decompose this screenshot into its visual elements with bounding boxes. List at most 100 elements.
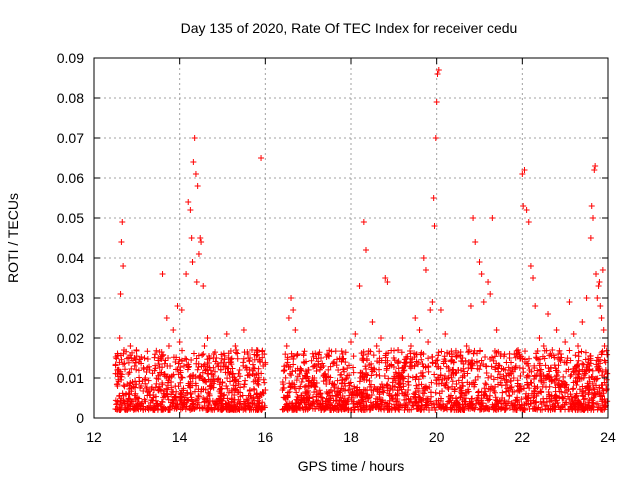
roti-band-point [388, 393, 395, 400]
roti-band-point [557, 383, 564, 390]
roti-band-point [474, 365, 481, 372]
roti-band-point [540, 399, 547, 406]
roti-band-point [235, 370, 242, 377]
roti-band-point [252, 377, 259, 384]
roti-data-point [253, 347, 260, 353]
roti-band-point [492, 394, 499, 401]
roti-band-point [350, 404, 357, 411]
roti-band-point [145, 406, 152, 413]
roti-band-point [360, 406, 367, 413]
roti-band-point [254, 397, 261, 404]
roti-band-point [133, 381, 140, 388]
roti-band-point [575, 357, 582, 364]
y-tick-label: 0.05 [57, 210, 84, 226]
roti-data-point [155, 355, 162, 361]
roti-band-point [191, 388, 198, 395]
roti-band-point [592, 391, 599, 398]
roti-band-point [539, 383, 546, 390]
roti-band-point [212, 368, 219, 375]
roti-data-point [476, 259, 483, 265]
roti-band-point [310, 363, 317, 370]
roti-data-point [348, 339, 354, 345]
roti-data-point [540, 343, 547, 349]
roti-band-point [584, 361, 591, 368]
roti-band-point [213, 400, 219, 407]
roti-band-point [319, 394, 326, 401]
roti-band-point [312, 350, 319, 357]
roti-band-point [453, 395, 460, 402]
roti-band-point [399, 369, 406, 376]
roti-band-point [175, 360, 182, 367]
roti-band-point [451, 400, 458, 407]
roti-band-point [438, 380, 445, 387]
roti-data-point [115, 367, 122, 373]
roti-band-point [573, 382, 580, 389]
roti-data-point [412, 315, 419, 321]
roti-band-point [505, 364, 512, 371]
roti-band-point [333, 356, 340, 363]
roti-band-point [143, 368, 150, 375]
roti-band-point [311, 383, 318, 390]
roti-data-point [249, 371, 256, 377]
roti-band-point [134, 405, 141, 412]
roti-band-point [177, 364, 184, 371]
roti-band-point [384, 405, 391, 412]
roti-band-point [161, 360, 168, 367]
roti-band-point [260, 376, 267, 383]
roti-band-point [601, 379, 608, 386]
roti-band-point [545, 405, 552, 412]
roti-band-point [290, 355, 297, 362]
roti-band-point [218, 351, 225, 358]
roti-band-point [573, 362, 580, 369]
roti-band-point [360, 357, 367, 364]
roti-band-point [191, 405, 198, 412]
roti-data-point [566, 299, 573, 305]
roti-band-point [460, 365, 467, 372]
roti-band-point [405, 378, 412, 385]
roti-band-point [235, 380, 242, 387]
roti-band-point [448, 374, 455, 381]
roti-band-point [535, 404, 542, 411]
y-tick-label: 0.04 [57, 250, 84, 266]
roti-band-point [121, 383, 128, 390]
roti-band-point [141, 355, 148, 362]
roti-band-point [373, 404, 380, 411]
roti-band-point [462, 398, 469, 405]
roti-data-point [485, 279, 492, 285]
roti-band-point [435, 352, 442, 359]
roti-data-point [281, 367, 288, 373]
roti-band-point [390, 363, 397, 370]
roti-band-point [401, 404, 408, 411]
roti-band-point [193, 382, 200, 389]
roti-band-point [298, 392, 305, 399]
roti-band-point [596, 384, 603, 391]
roti-band-point [237, 400, 244, 407]
roti-band-point [379, 384, 386, 391]
roti-data-point [215, 363, 222, 369]
roti-band-point [468, 380, 475, 387]
roti-band-point [413, 373, 420, 380]
roti-band-point [594, 375, 601, 382]
roti-band-point [546, 368, 553, 375]
roti-band-point [543, 347, 550, 354]
roti-band-point [230, 382, 237, 389]
roti-band-point [523, 374, 530, 381]
roti-data-point [502, 367, 509, 373]
roti-band-point [407, 355, 414, 362]
roti-band-point [466, 381, 473, 388]
roti-band-point [350, 391, 357, 398]
roti-band-point [496, 371, 503, 378]
roti-band-point [186, 373, 193, 380]
roti-band-point [601, 357, 608, 364]
roti-data-point [294, 351, 301, 357]
roti-data-point [174, 303, 181, 309]
roti-band-point [183, 396, 190, 403]
roti-data-point [118, 239, 125, 245]
roti-band-point [401, 391, 408, 398]
roti-data-point [192, 171, 199, 177]
roti-data-point [200, 283, 207, 289]
roti-band-point [336, 389, 343, 396]
roti-band-point [486, 392, 493, 399]
roti-band-point [122, 404, 129, 411]
roti-band-point [533, 355, 540, 362]
